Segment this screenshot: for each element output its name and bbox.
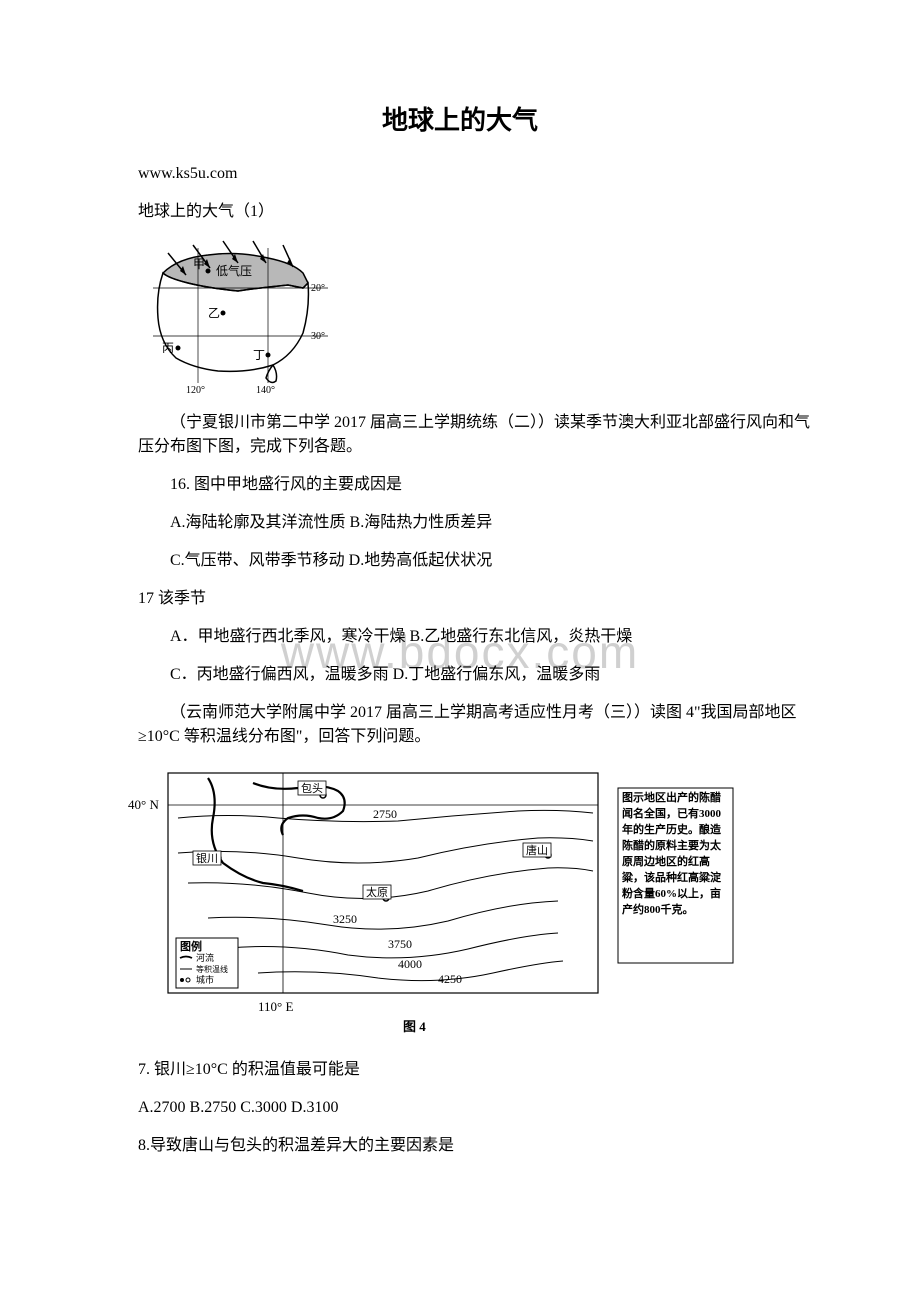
iso-4000: 4000 <box>398 957 422 971</box>
label-low-pressure: 低气压 <box>216 263 252 278</box>
page-content: 地球上的大气 www.ks5u.com 地球上的大气（1） 甲 低气压 <box>100 100 820 1158</box>
city-taiyuan: 太原 <box>366 886 388 899</box>
figure-2-china-isotherm-map: 40° N 110° E 2750 3250 3750 4000 4250 银川… <box>108 763 820 1048</box>
legend-isotherm: 等积温线 <box>196 964 228 974</box>
iso-3750: 3750 <box>388 937 412 951</box>
q17-cd: C．丙地盛行偏西风，温暖多雨 D.丁地盛行偏东风，温暖多雨 <box>138 663 820 687</box>
subtitle: 地球上的大气（1） <box>138 197 820 221</box>
legend-city: 城市 <box>196 974 214 985</box>
q16-ab: A.海陆轮廓及其洋流性质 B.海陆热力性质差异 <box>138 511 820 535</box>
label-lat20: 20° <box>311 283 325 294</box>
q16-stem: 16. 图中甲地盛行风的主要成因是 <box>138 473 820 497</box>
q17-stem: 17 该季节 <box>138 587 820 611</box>
city-baotou: 包头 <box>301 782 323 795</box>
source-url: www.ks5u.com <box>138 165 820 183</box>
iso-4250: 4250 <box>438 972 462 986</box>
label-yi: 乙 <box>208 306 220 320</box>
legend-title: 图例 <box>180 939 202 953</box>
q8-stem: 8.导致唐山与包头的积温差异大的主要因素是 <box>138 1134 820 1158</box>
iso-2750: 2750 <box>373 807 397 821</box>
legend-river: 河流 <box>196 952 214 963</box>
q17-ab: A．甲地盛行西北季风，寒冷干燥 B.乙地盛行东北信风，炎热干燥 <box>138 625 820 649</box>
iso-3250: 3250 <box>333 912 357 926</box>
q7-stem: 7. 银川≥10°C 的积温值最可能是 <box>138 1058 820 1082</box>
figure2-textbox: 图示地区出产的陈醋闻名全国，已有3000年的生产历史。酿造陈醋的原料主要为太原周… <box>622 791 729 919</box>
figure2-caption: 图 4 <box>403 1019 426 1034</box>
label-lat40: 40° N <box>128 797 159 812</box>
city-yinchuan: 银川 <box>196 851 218 865</box>
label-lon110: 110° E <box>258 999 293 1014</box>
label-jia: 甲 <box>193 257 205 271</box>
q16-cd: C.气压带、风带季节移动 D.地势高低起伏状况 <box>138 549 820 573</box>
document-title: 地球上的大气 <box>100 100 820 137</box>
figure-1-australia-map: 甲 低气压 乙 丙 丁 20° 30° 120° 140° <box>138 233 820 403</box>
city-tangshan: 唐山 <box>526 843 548 857</box>
label-ding: 丁 <box>253 348 265 362</box>
q7-opts: A.2700 B.2750 C.3000 D.3100 <box>138 1096 820 1120</box>
label-lon120: 120° <box>186 385 205 396</box>
label-lat30: 30° <box>311 331 325 342</box>
label-lon140: 140° <box>256 385 275 396</box>
question-intro-2: （云南师范大学附属中学 2017 届高三上学期高考适应性月考（三））读图 4"我… <box>138 701 820 749</box>
label-bing: 丙 <box>162 341 174 355</box>
question-intro-1: （宁夏银川市第二中学 2017 届高三上学期统练（二））读某季节澳大利亚北部盛行… <box>138 411 820 459</box>
